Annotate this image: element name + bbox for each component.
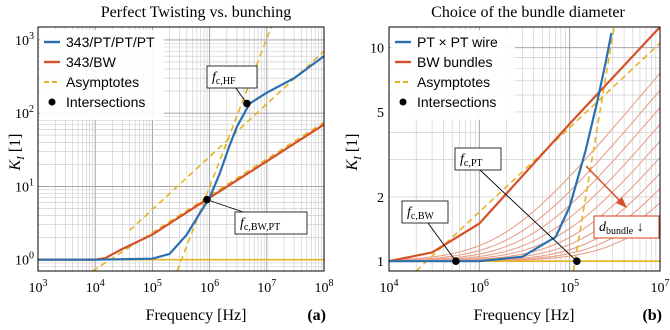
- x-tick-label: 105: [560, 278, 579, 296]
- panel-a-ylabel: KI [1]: [7, 134, 27, 172]
- panel-a-legend-entry: 343/PT/PT/PT: [66, 34, 155, 50]
- y-tick-label: 2: [377, 191, 384, 206]
- bundle-curve: [388, 72, 661, 261]
- panel-b: Choice of the bundle diameter fc,PT fc,BW…: [344, 4, 670, 324]
- asymptote-line: [92, 121, 325, 272]
- annotation-d-bundle-box: [593, 215, 660, 239]
- annotation-fc-pt-label: fc,PT: [460, 152, 483, 169]
- panel-a-plot-frame: [37, 26, 325, 272]
- panel-b-label: (b): [642, 307, 662, 324]
- panel-a-legend-entry: 343/BW: [66, 54, 117, 70]
- panel-b-tick-labels: 104 106 105 107 1 2 5 10: [370, 42, 670, 296]
- series-line: [38, 55, 325, 261]
- asymptote-line: [415, 42, 661, 272]
- y-tick-label: 5: [377, 106, 384, 121]
- annotation-fc-bw-pt-label: fc,BW,PT: [240, 216, 280, 233]
- panel-b-ylabel: KI [1]: [344, 134, 364, 172]
- panel-a-legend-swatch: [48, 98, 56, 106]
- panel-b-legend-entry: PT × PT wire: [417, 34, 498, 50]
- panel-a-xlabel: Frequency [Hz]: [146, 307, 247, 324]
- annotation-fc-hf-label: fc,HF: [212, 70, 236, 87]
- annotation-fc-pt-box: [454, 147, 502, 171]
- bundle-curve: [388, 89, 661, 262]
- bundle-arrow: [585, 165, 624, 205]
- panel-a: Perfect Twisting vs. bunching fc,HF fc,BW…: [7, 4, 334, 324]
- bundle-arrowhead: [616, 197, 627, 208]
- series-line: [38, 123, 325, 261]
- panel-a-legend-entry: Asymptotes: [66, 74, 139, 90]
- panel-b-legend-entry: BW bundles: [417, 54, 492, 70]
- x-tick-label: 103: [29, 278, 48, 296]
- panel-a-curves: [38, 55, 325, 261]
- panel-a-legend: 343/PT/PT/PT 343/BW Asymptotes Intersection…: [40, 30, 164, 120]
- annotation-leader: [479, 169, 578, 262]
- panel-b-legend-bg: [391, 30, 515, 120]
- annotation-d-bundle-label: dbundle ↓: [599, 220, 644, 237]
- asymptote-line: [129, 50, 325, 232]
- svg-text:KI [1]: KI [1]: [344, 134, 364, 172]
- svg-text:KI [1]: KI [1]: [7, 134, 27, 172]
- panel-b-annotations: fc,PT fc,BW dbundle ↓: [401, 147, 660, 262]
- panel-a-label: (a): [307, 307, 326, 324]
- annotation-fc-bw-pt-box: [234, 211, 308, 235]
- panel-a-legend-entry: Intersections: [66, 94, 145, 110]
- x-tick-label: 107: [651, 278, 670, 296]
- panel-a-title: Perfect Twisting vs. bunching: [101, 4, 292, 21]
- annotation-leader: [206, 199, 244, 213]
- x-tick-label: 106: [470, 278, 489, 296]
- bundle-curve: [389, 107, 661, 262]
- panel-b-xlabel: Frequency [Hz]: [474, 307, 575, 324]
- x-tick-label: 104: [380, 278, 399, 296]
- panel-b-title: Choice of the bundle diameter: [431, 4, 625, 21]
- series-line: [389, 32, 613, 263]
- panel-a-annotations: fc,HF fc,BW,PT: [206, 65, 308, 235]
- panel-b-legend-swatch: [399, 98, 407, 106]
- panel-b-legend-entry: Intersections: [417, 94, 496, 110]
- panel-a-legend-bg: [40, 30, 164, 120]
- x-tick-label: 107: [257, 278, 276, 296]
- asymptote-line: [176, 26, 273, 272]
- annotation-fc-hf-box: [206, 65, 258, 89]
- intersection-point: [452, 257, 460, 266]
- panel-b-curves: [388, 26, 661, 263]
- x-tick-label: 108: [315, 278, 334, 296]
- panel-b-legend: PT × PT wire BW bundles Asymptotes Intersec…: [391, 30, 515, 120]
- asymptote-line: [572, 26, 615, 272]
- x-tick-label: 106: [200, 278, 219, 296]
- annotation-fc-bw-label: fc,BW: [407, 205, 434, 222]
- panel-b-plot-frame: [388, 26, 661, 272]
- annotation-leader: [427, 222, 457, 262]
- x-tick-label: 105: [143, 278, 162, 296]
- x-tick-label: 104: [86, 278, 105, 296]
- y-tick-label: 102: [15, 104, 34, 122]
- panel-a-tick-labels: 103 104 105 106 107 108 100 101 102 103: [15, 31, 334, 296]
- panel-b-legend-entry: Asymptotes: [417, 74, 490, 90]
- y-tick-label: 101: [15, 177, 34, 195]
- annotation-fc-bw-box: [401, 200, 449, 224]
- y-tick-label: 1: [377, 255, 384, 270]
- y-tick-label: 103: [15, 31, 34, 49]
- y-tick-label: 10: [370, 42, 384, 57]
- bundle-curve: [389, 124, 661, 262]
- y-tick-label: 100: [15, 251, 34, 269]
